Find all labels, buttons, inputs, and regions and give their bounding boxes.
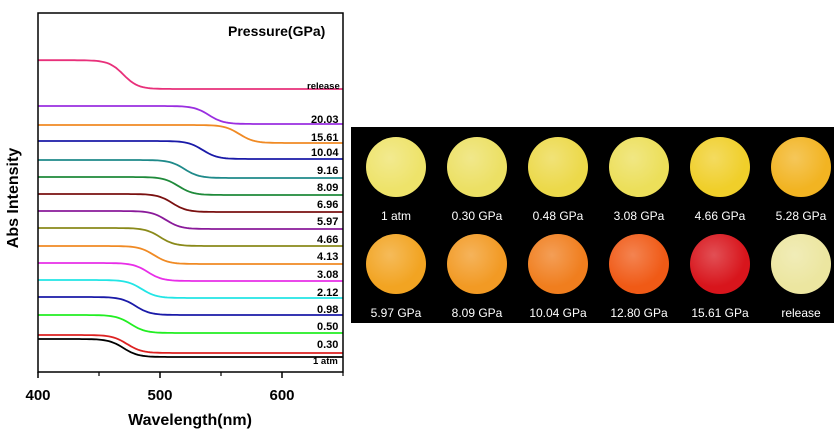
sample-photo-caption: 3.08 GPa — [613, 209, 665, 223]
sample-photo — [528, 234, 588, 294]
series-line — [38, 124, 343, 144]
series-label: 20.03 — [311, 114, 339, 126]
sample-photo — [528, 137, 588, 197]
sample-photo-caption: 5.28 GPa — [775, 209, 827, 223]
series-line — [38, 262, 343, 282]
sample-photo-caption: 15.61 GPa — [691, 306, 749, 320]
legend-title: Pressure(GPa) — [228, 23, 325, 39]
series-line — [38, 193, 343, 213]
series-label: 3.08 — [317, 269, 338, 281]
series-label: 2.12 — [317, 287, 338, 299]
sample-photo-caption: 12.80 GPa — [610, 306, 668, 320]
series-label: 0.50 — [317, 321, 338, 333]
series-line — [38, 176, 343, 196]
sample-photo-caption: release — [781, 306, 821, 320]
series-label: 6.96 — [317, 199, 338, 211]
series-group: 1 atm 0.30 0.50 0.98 2.12 3.08 4.13 4.66 5.97 6.9… — [38, 59, 343, 367]
series-label: 8.09 — [317, 182, 338, 194]
series-label: release — [307, 81, 340, 92]
series-label: 1 atm — [313, 356, 338, 367]
series-line — [38, 279, 343, 299]
series-line — [38, 59, 343, 90]
sample-photo-caption: 0.48 GPa — [532, 209, 584, 223]
plot-frame — [37, 12, 344, 373]
sample-photo — [366, 137, 426, 197]
series-label: 0.98 — [317, 304, 338, 316]
series-line — [38, 210, 343, 230]
series-line — [38, 338, 343, 358]
series-line — [38, 334, 343, 354]
x-tick-label: 500 — [147, 387, 172, 404]
sample-photo-caption: 10.04 GPa — [529, 306, 587, 320]
y-axis-label: Abs Intensity — [5, 148, 22, 249]
series-label: 9.16 — [317, 165, 338, 177]
series-line — [38, 227, 343, 247]
series-label: 4.13 — [317, 251, 338, 263]
x-tick-label: 400 — [25, 387, 50, 404]
series-line — [38, 140, 343, 160]
series-line — [38, 296, 343, 316]
sample-photo — [609, 234, 669, 294]
x-ticks: 400 500 600 — [25, 372, 344, 404]
sample-photo-caption: 1 atm — [380, 209, 412, 223]
series-line — [38, 105, 343, 125]
sample-photo — [771, 234, 831, 294]
sample-photo — [366, 234, 426, 294]
sample-photo-caption: 5.97 GPa — [370, 306, 422, 320]
sample-photo-caption: 8.09 GPa — [451, 306, 503, 320]
sample-photo — [690, 234, 750, 294]
series-line — [38, 245, 343, 265]
series-line — [38, 159, 343, 179]
series-line — [38, 314, 343, 334]
sample-photo — [690, 137, 750, 197]
series-label: 0.30 — [317, 339, 338, 351]
series-label: 5.97 — [317, 216, 338, 228]
sample-photo — [447, 234, 507, 294]
series-label: 4.66 — [317, 234, 338, 246]
sample-photo — [447, 137, 507, 197]
sample-photo-caption: 4.66 GPa — [694, 209, 746, 223]
sample-photo-panel: 1 atm 0.30 GPa 0.48 GPa 3.08 GPa 4.66 GPa 5.2… — [351, 127, 834, 323]
series-label: 10.04 — [311, 147, 339, 159]
x-axis-label: Wavelength(nm) — [128, 412, 252, 429]
sample-photo — [609, 137, 669, 197]
sample-photo-caption: 0.30 GPa — [451, 209, 503, 223]
series-label: 15.61 — [311, 132, 339, 144]
sample-photo — [771, 137, 831, 197]
x-tick-label: 600 — [269, 387, 294, 404]
